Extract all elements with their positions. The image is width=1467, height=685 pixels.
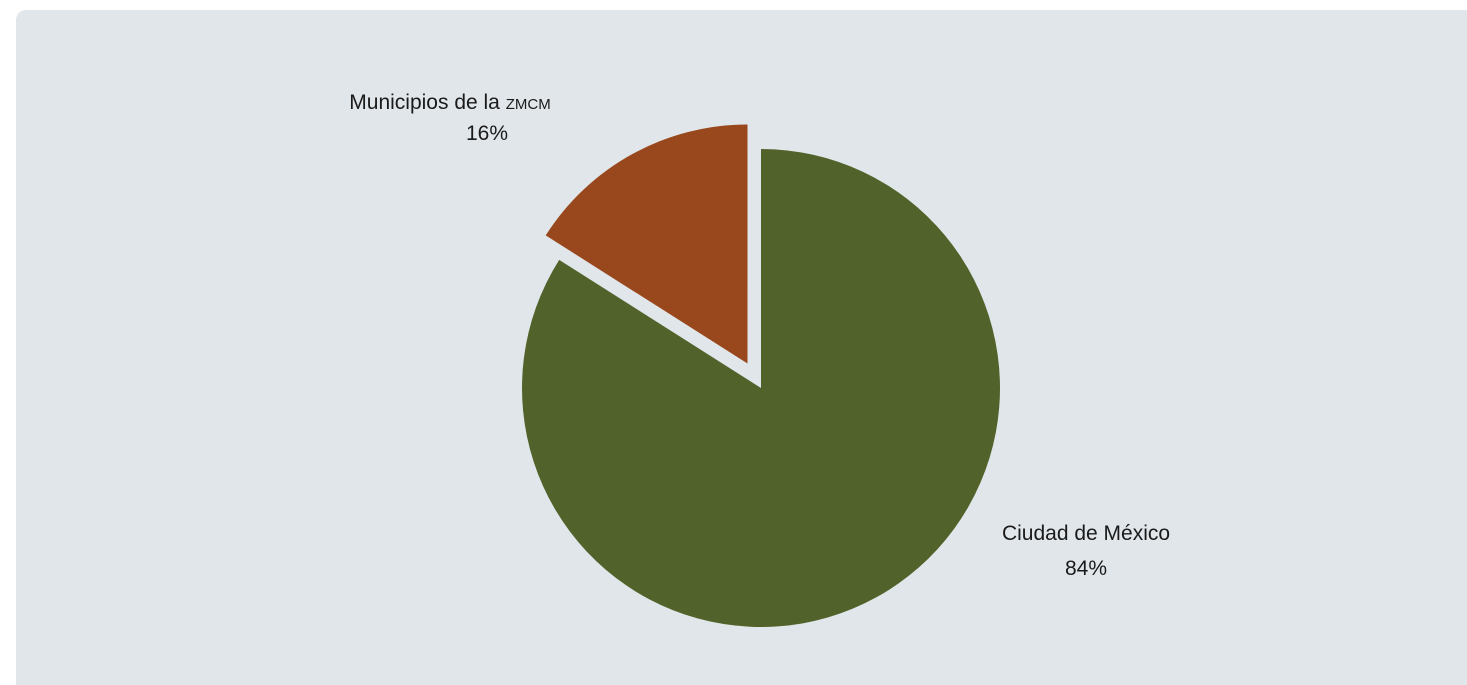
slice-value-municipios-zmcm: 16% bbox=[466, 122, 508, 145]
slice-label-suffix: ZMCM bbox=[506, 96, 551, 113]
slice-value-ciudad-de-mexico: 84% bbox=[1065, 557, 1107, 580]
chart-panel: Municipios de la ZMCM 16% Ciudad de Méxi… bbox=[16, 10, 1467, 685]
slice-label-ciudad-de-mexico: Ciudad de México bbox=[1002, 522, 1170, 545]
slice-label-main: Municipios de la bbox=[349, 91, 505, 114]
slice-label-municipios-zmcm: Municipios de la ZMCM bbox=[349, 91, 550, 114]
pie-slice-municipios-zmcm bbox=[545, 124, 748, 364]
pie-slice-ciudad-de-mexico bbox=[522, 149, 1001, 627]
pie-chart: Municipios de la ZMCM 16% Ciudad de Méxi… bbox=[349, 91, 1170, 627]
